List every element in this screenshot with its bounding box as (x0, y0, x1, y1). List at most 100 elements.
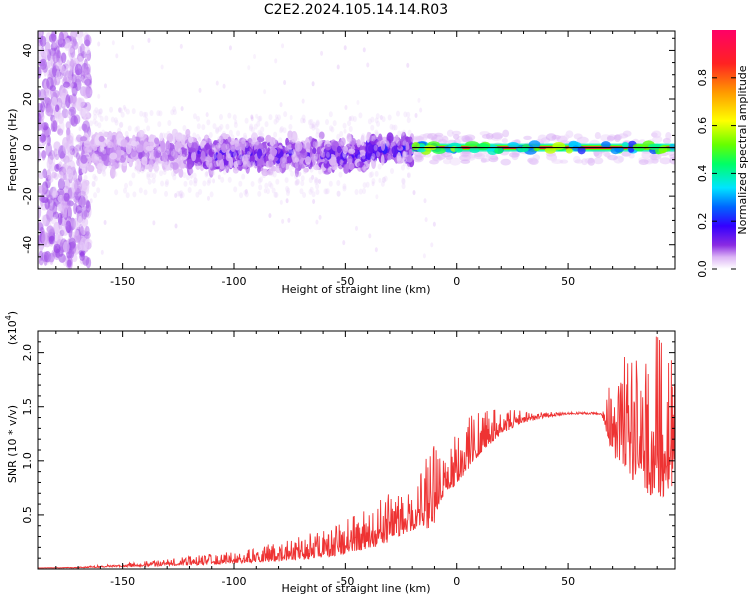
spectrogram-cell (286, 187, 291, 194)
spectrogram-cell (74, 63, 83, 76)
spectrogram-cell (361, 153, 366, 160)
spectrogram-cell (452, 133, 460, 140)
spectrogram-cell (336, 156, 342, 165)
spectrogram-cell (218, 135, 224, 145)
spectrogram-cell (85, 117, 89, 123)
spectrogram-cell (260, 155, 264, 166)
spectrogram-cell (242, 132, 247, 139)
spectrogram-cell (41, 149, 46, 161)
spectrogram-cell (47, 69, 52, 78)
spectrogram-cell (138, 187, 143, 194)
spectrogram-cell (356, 139, 361, 148)
spectrogram-cell (401, 178, 406, 185)
spectrogram-cell (294, 156, 299, 163)
y-tick-label: -20 (21, 187, 34, 205)
spectrogram-cell (46, 76, 54, 90)
spectrogram-cell (342, 152, 347, 159)
spectrogram-cell (371, 178, 376, 185)
spectrogram-cell (238, 180, 243, 187)
spectrogram-cell (135, 158, 141, 171)
spectrogram-cell (38, 172, 44, 180)
spectrogram-cell (228, 129, 233, 136)
x-tick-label: -50 (336, 275, 354, 288)
spectrogram-cell (603, 151, 611, 157)
spectrogram-cell (186, 174, 191, 181)
spectrogram-cell (241, 137, 246, 144)
spectrogram-cell (265, 134, 272, 143)
spectrogram-cell (269, 182, 274, 189)
spectrogram-cell (84, 166, 89, 173)
spectrogram-cell (169, 163, 174, 170)
spectrogram-cell (315, 119, 320, 126)
spectrogram-cell (342, 151, 347, 158)
spectrogram-cell (77, 173, 83, 183)
spectrogram-cell (177, 134, 182, 141)
spectrogram-cell (188, 179, 193, 186)
spectrogram-cell (127, 157, 132, 164)
spectrogram-cell (41, 49, 49, 57)
spectrogram-cell (306, 161, 311, 168)
spectrogram-cell (414, 112, 418, 118)
spectrogram-cell (152, 188, 157, 195)
spectrogram-cell (208, 162, 213, 169)
spectrogram-cell (221, 143, 228, 154)
spectrogram-cell (208, 131, 213, 138)
spectrogram-cell (552, 142, 566, 150)
spectrogram-cell (408, 149, 413, 156)
spectrogram-cell (412, 190, 416, 196)
snr-y-axis-label: SNR (10 * v/v) (6, 405, 19, 483)
spectrogram-cell (182, 172, 187, 179)
spectrogram-cell (192, 132, 197, 139)
spectrogram-cell (287, 130, 294, 140)
spectrogram-cell (92, 173, 97, 180)
spectrogram-cell (237, 157, 244, 167)
spectrogram-cell (369, 171, 374, 178)
spectrogram-cell (442, 158, 452, 165)
spectrogram-cell (658, 145, 668, 154)
spectrogram-cell (285, 198, 289, 204)
spectrogram-cell (373, 144, 378, 151)
spectrogram-cell (302, 168, 307, 175)
spectrogram-cell (65, 121, 71, 130)
spectrogram-cell (201, 124, 206, 131)
spectrogram-cell (219, 123, 224, 130)
spectrogram-cell (527, 157, 538, 165)
spectrogram-cell (406, 117, 411, 124)
spectrogram-cell (230, 145, 235, 152)
spectrogram-cell (257, 129, 262, 136)
spectrogram-cell (365, 142, 373, 154)
spectrogram-cell (255, 113, 259, 119)
spectrogram-cell (38, 219, 42, 227)
spectrogram-cell (89, 198, 93, 204)
spectrogram-cell (338, 171, 343, 178)
spectrogram-cell (288, 147, 293, 154)
spectrogram-cell (250, 180, 255, 187)
spectrogram-cell (328, 180, 333, 187)
spectrogram-cell (361, 133, 366, 140)
figure-title: C2E2.2024.105.14.14.R03 (264, 2, 448, 18)
spectrogram-cell (305, 156, 311, 165)
spectrogram-cell (89, 89, 93, 95)
spectrogram-cell (187, 187, 192, 194)
spectrogram-cell (323, 147, 330, 159)
spectrogram-cell (360, 134, 365, 147)
spectrogram-cell (400, 156, 405, 163)
spectrogram-cell (257, 190, 262, 197)
spectrogram-cell (211, 169, 216, 176)
spectrogram-cell (550, 155, 558, 162)
spectrogram-cell (115, 140, 120, 147)
spectrogram-cell (279, 102, 283, 108)
spectrogram-cell (83, 140, 92, 148)
x-tick-label: 0 (453, 275, 460, 288)
spectrogram-cell (83, 124, 88, 136)
spectrogram-cell (79, 250, 85, 258)
spectrogram-cell (403, 150, 408, 157)
spectrogram-cell (154, 161, 159, 168)
spectrogram-cell (131, 148, 137, 158)
spectrogram-cell (44, 41, 51, 52)
spectrogram-cell (205, 159, 210, 166)
spectrogram-cell (340, 137, 346, 146)
spectrogram-cell (171, 128, 179, 137)
spectrogram-cell (145, 145, 154, 152)
